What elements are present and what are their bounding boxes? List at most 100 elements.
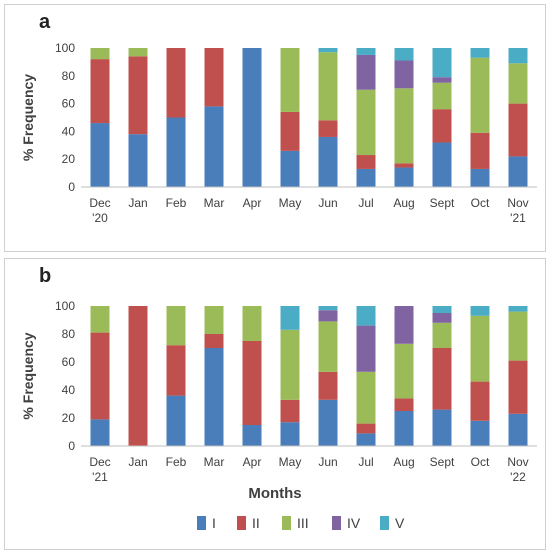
x-tick-label: '21 <box>510 211 526 225</box>
bar-segment-III <box>356 371 376 424</box>
bar-segment-I <box>90 123 110 187</box>
x-tick-label: Jul <box>358 196 373 210</box>
legend-item: IV <box>332 513 360 533</box>
bar-segment-IV <box>394 60 414 89</box>
x-tick-label: Jul <box>358 455 373 469</box>
chart-b: 0 20 40 60 80 100 % Frequency Dec'21 Jan Feb Mar Ap… <box>20 299 537 484</box>
x-tick-label: Jun <box>318 196 337 210</box>
y-tick-label: 60 <box>62 355 76 369</box>
bar-segment-III <box>432 322 452 348</box>
y-tick-label: 60 <box>62 97 76 111</box>
x-tick-label: Dec <box>89 455 110 469</box>
bar-segment-I <box>470 168 490 187</box>
x-tick-label: Jan <box>128 196 147 210</box>
y-tick-label: 20 <box>62 152 76 166</box>
x-tick-label: Aug <box>393 196 414 210</box>
bar-segment-II <box>470 132 490 169</box>
legend-swatch <box>237 516 246 530</box>
bar-segment-IV <box>432 313 452 323</box>
legend-label: I <box>212 515 216 531</box>
bar-segment-I <box>242 425 262 446</box>
bar-segment-II <box>204 48 224 107</box>
legend-swatch <box>197 516 206 530</box>
y-tick-label: 40 <box>62 124 76 138</box>
bar-segment-II <box>204 334 224 348</box>
bar-segment-V <box>432 306 452 313</box>
x-tick-label: Dec <box>89 196 110 210</box>
bar-segment-II <box>128 306 148 446</box>
bar-segment-IV <box>318 310 338 322</box>
legend-label: III <box>297 515 309 531</box>
x-tick-label: Sept <box>430 455 455 469</box>
bar-segment-II <box>242 341 262 425</box>
chart-panel-a: a 0 20 40 60 80 100 % Frequency Dec '20 Jan Feb Mar… <box>4 4 546 252</box>
bar-segment-III <box>90 48 110 60</box>
bar-segment-III <box>128 48 148 57</box>
bar-segment-II <box>394 398 414 411</box>
bar-segment-I <box>166 395 186 446</box>
legend-swatch <box>332 516 341 530</box>
bar-segment-I <box>394 167 414 187</box>
bar-segment-III <box>508 311 528 361</box>
bar-segment-I <box>394 411 414 446</box>
bar-segment-II <box>356 155 376 169</box>
chart-a: 0 20 40 60 80 100 % Frequency Dec'20 Jan Feb Mar Ap… <box>20 41 537 225</box>
bar-segment-IV <box>432 77 452 83</box>
bar-segment-III <box>318 321 338 372</box>
bar-segment-III <box>280 48 300 112</box>
bar-segment-I <box>318 399 338 446</box>
x-tick-label: Nov <box>507 196 528 210</box>
x-tick-label: May <box>279 196 302 210</box>
chart-panel-b: b 0 20 40 60 80 100 % Frequency Dec '21 Jan Feb Mar… <box>4 258 546 550</box>
bar-segment-II <box>166 48 186 118</box>
bar-segment-II <box>280 111 300 151</box>
bar-segment-V <box>356 306 376 326</box>
x-tick-label: Mar <box>204 455 225 469</box>
x-tick-label: Aug <box>393 455 414 469</box>
legend-item: II <box>237 513 260 533</box>
bar-segment-III <box>508 63 528 104</box>
bar-segment-III <box>204 306 224 334</box>
x-tick-label: Feb <box>166 196 187 210</box>
bar-segment-III <box>394 343 414 399</box>
x-tick-label: May <box>279 455 302 469</box>
bar-segment-I <box>242 48 262 187</box>
bar-segment-III <box>166 306 186 346</box>
bar-segment-V <box>432 48 452 78</box>
x-tick-label: Jan <box>128 455 147 469</box>
bar-segment-III <box>280 329 300 400</box>
bar-segment-I <box>508 413 528 446</box>
x-axis-title: Months <box>248 485 302 502</box>
bar-segment-III <box>470 57 490 133</box>
x-tick-label: '21 <box>92 470 108 484</box>
bar-segment-IV <box>394 306 414 344</box>
bar-segment-I <box>432 142 452 187</box>
legend-item: III <box>282 513 309 533</box>
x-tick-label: Oct <box>471 196 490 210</box>
legend-swatch <box>282 516 291 530</box>
bar-segment-II <box>470 381 490 421</box>
bar-segment-I <box>90 419 110 446</box>
bar-segment-I <box>470 420 490 446</box>
x-tick-label: '22 <box>510 470 526 484</box>
bar-segment-II <box>318 120 338 137</box>
bar-segment-II <box>508 360 528 414</box>
bar-segment-V <box>318 306 338 311</box>
y-tick-label: 80 <box>62 327 76 341</box>
bar-segment-I <box>318 136 338 187</box>
bar-segment-II <box>356 423 376 434</box>
bar-segment-II <box>508 103 528 157</box>
x-tick-label: Nov <box>507 455 528 469</box>
bar-segment-I <box>204 106 224 187</box>
bar-segment-IV <box>356 54 376 90</box>
legend-label: IV <box>347 515 361 531</box>
bar-segment-II <box>90 59 110 124</box>
y-tick-label: 100 <box>55 299 75 313</box>
bar-segment-V <box>470 306 490 316</box>
legend-label: V <box>395 515 405 531</box>
bar-segment-II <box>318 371 338 400</box>
bar-segment-II <box>166 345 186 396</box>
x-tick-label: Jun <box>318 455 337 469</box>
bar-segment-II <box>128 56 148 135</box>
x-tick-label: Apr <box>243 196 262 210</box>
